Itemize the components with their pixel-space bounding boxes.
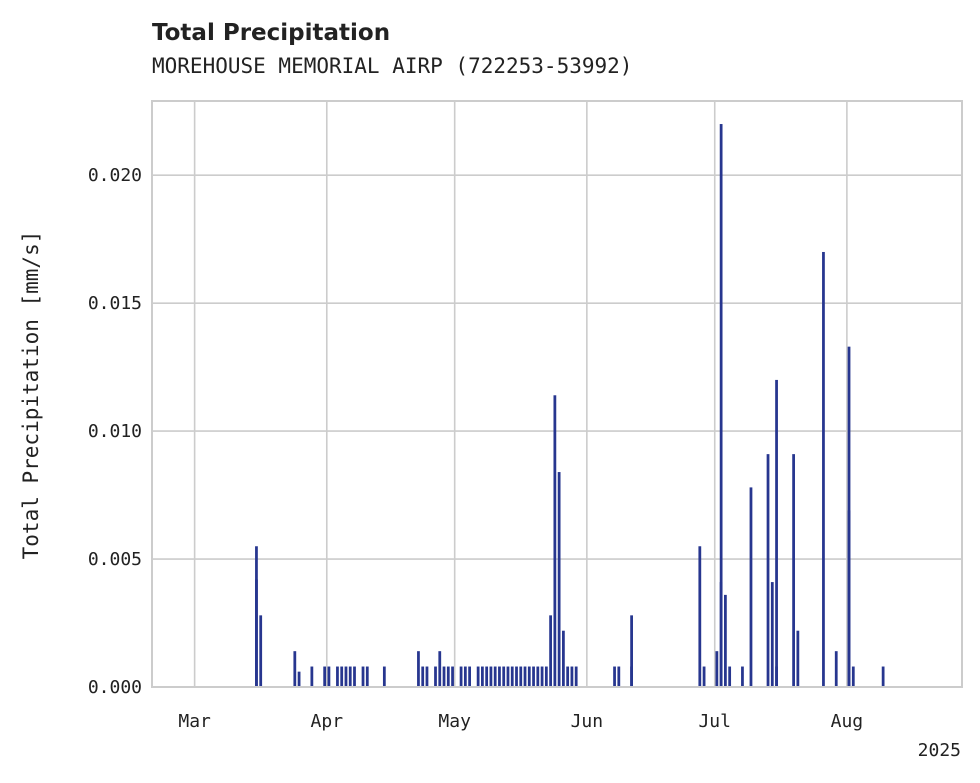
precip-bar: [297, 671, 301, 687]
precip-bar: [728, 666, 732, 687]
precip-bar: [336, 666, 339, 687]
precip-bar: [515, 666, 518, 687]
precip-bar: [617, 666, 621, 687]
bars: [255, 124, 885, 688]
precip-bar: [476, 666, 480, 687]
precip-bar: [527, 666, 531, 687]
y-tick-label: 0.020: [88, 165, 142, 186]
precip-bar: [446, 666, 450, 687]
precip-bar: [348, 666, 352, 687]
precip-bar: [519, 666, 523, 687]
precip-bar: [562, 630, 565, 687]
year-label: 2025: [918, 740, 961, 761]
chart-subtitle: MOREHOUSE MEMORIAL AIRP (722253-53992): [152, 54, 632, 78]
precip-bar: [468, 666, 471, 687]
precip-bar: [724, 594, 727, 687]
precip-bar: [630, 615, 633, 687]
precip-bar: [775, 379, 778, 687]
precip-bar: [847, 510, 851, 687]
precip-bar: [323, 666, 327, 687]
precip-bar: [498, 666, 501, 687]
x-tick-label: Apr: [311, 711, 344, 732]
precip-bar: [570, 666, 574, 687]
precip-bar: [425, 666, 429, 687]
precip-bar: [485, 666, 489, 687]
precip-bar: [361, 666, 365, 687]
precip-bar: [698, 546, 702, 687]
precip-bar: [327, 666, 331, 687]
precip-bar: [365, 666, 369, 687]
precip-bar: [523, 666, 527, 687]
precip-bar: [340, 666, 344, 687]
precip-bar: [549, 615, 552, 687]
precip-bar: [715, 651, 719, 687]
precip-bar: [259, 615, 263, 687]
precip-bar: [770, 582, 774, 687]
precip-bar: [353, 666, 356, 687]
y-axis-label: Total Precipitation [mm/s]: [19, 231, 43, 560]
x-tick-label: May: [438, 711, 471, 732]
precip-bar: [536, 666, 540, 687]
precip-bar: [792, 454, 795, 687]
precip-bar: [442, 666, 446, 687]
precip-bar: [451, 666, 454, 687]
precip-bar: [506, 666, 510, 687]
precip-bar: [255, 579, 258, 687]
y-tick-label: 0.005: [88, 549, 142, 570]
precip-bar: [881, 666, 885, 687]
precip-bar: [421, 666, 425, 687]
precip-bar: [489, 666, 493, 687]
precip-bar: [434, 666, 437, 687]
precip-bar: [557, 472, 561, 687]
y-tick-label: 0.010: [88, 421, 142, 442]
precip-bar: [510, 666, 514, 687]
precip-bar: [566, 666, 570, 687]
precip-bar: [702, 666, 706, 687]
precip-bar: [459, 666, 463, 687]
precip-bar: [741, 666, 744, 687]
precip-bar: [417, 651, 420, 687]
x-tick-labels: Mar Apr May Jun Jul Aug: [178, 711, 863, 732]
precip-bar: [613, 666, 616, 687]
plot-frame: [151, 100, 963, 688]
x-tick-label: Jul: [698, 711, 731, 732]
precip-bar: [775, 666, 778, 687]
precip-bar: [851, 666, 855, 687]
x-tick-label: Jun: [571, 711, 604, 732]
precip-bar: [834, 651, 838, 687]
precip-bar: [502, 666, 506, 687]
x-tick-label: Mar: [178, 711, 211, 732]
gridlines: [152, 101, 962, 688]
precip-bar: [493, 666, 497, 687]
precip-bar: [796, 630, 800, 687]
precip-bar: [719, 582, 723, 687]
precip-bar: [438, 651, 442, 687]
x-tick-label: Aug: [831, 711, 864, 732]
precip-bar: [630, 666, 633, 687]
precip-bar: [481, 666, 484, 687]
y-tick-label: 0.000: [88, 677, 142, 698]
precip-bar: [310, 666, 314, 687]
precip-bar: [544, 666, 548, 687]
precip-bar: [719, 124, 723, 687]
precip-bar: [553, 395, 557, 687]
y-tick-labels: 0.000 0.005 0.010 0.015 0.020: [88, 165, 142, 698]
precip-bar: [766, 454, 770, 687]
precip-bar: [540, 666, 544, 687]
y-tick-label: 0.015: [88, 293, 142, 314]
precip-bar: [463, 666, 467, 687]
precip-bar: [822, 251, 825, 688]
precip-bar: [749, 487, 753, 687]
chart-title: Total Precipitation: [152, 20, 390, 46]
precip-bar: [382, 666, 386, 687]
precip-bar: [532, 666, 535, 687]
precip-bar: [574, 666, 578, 687]
precip-bar: [293, 651, 297, 687]
precip-bar: [344, 666, 348, 687]
